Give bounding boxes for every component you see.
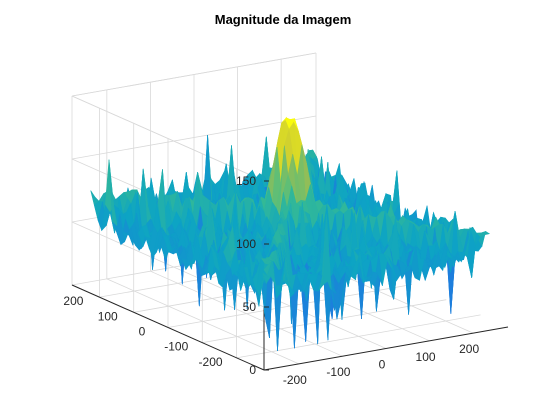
z-tick-label: 150 [236, 174, 256, 188]
y-axis-line [71, 284, 265, 371]
surface-plot [90, 116, 491, 352]
y-tick-label: -200 [199, 355, 223, 369]
z-tick-label: 100 [236, 237, 256, 251]
box-edge [71, 52, 317, 97]
x-tick-label: 0 [379, 358, 386, 372]
z-axis-ticks: 0 50 100 150 [236, 174, 269, 377]
y-tick-label: 100 [98, 309, 118, 323]
y-tick-label: -100 [164, 340, 188, 354]
x-tick-label: 100 [416, 350, 436, 364]
x-tick-label: 200 [459, 342, 479, 356]
y-tick-label: 0 [139, 325, 146, 339]
x-axis-ticks: -200 -100 0 100 200 [283, 342, 480, 387]
chart-title: Magnitude da Imagem [215, 12, 352, 27]
x-tick-label: -200 [283, 373, 307, 387]
x-axis-line [263, 326, 509, 371]
x-tick-label: -100 [326, 365, 350, 379]
z-tick-label: 50 [243, 300, 257, 314]
z-tick-label: 0 [249, 363, 256, 377]
y-tick-label: 200 [63, 294, 83, 308]
grid-line-x-floor [150, 270, 343, 357]
surface-patch [262, 272, 272, 285]
grid-line-x-floor [106, 278, 300, 365]
y-axis-ticks: -200 -100 0 100 200 [63, 294, 222, 369]
